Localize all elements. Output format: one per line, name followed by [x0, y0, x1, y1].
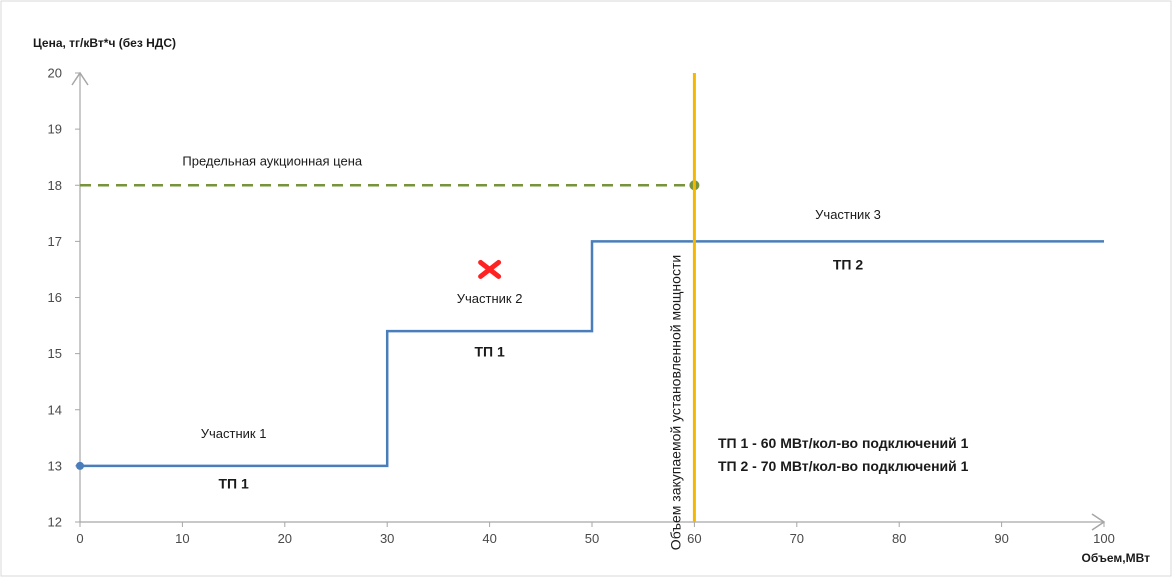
- y-tick-label: 20: [48, 66, 62, 81]
- volume-line-label: Объем закупаемой установленной мощности: [667, 255, 683, 550]
- x-tick-label: 100: [1093, 531, 1115, 546]
- price-cap: Предельная аукционная цена: [80, 153, 700, 191]
- price-cap-label: Предельная аукционная цена: [182, 153, 362, 168]
- series-layer: [76, 240, 1104, 470]
- y-tick-label: 19: [48, 122, 62, 137]
- tp-label-1: ТП 1: [218, 475, 249, 491]
- x-tick-label: 40: [482, 531, 496, 546]
- y-axis-title: Цена, тг/кВт*ч (без НДС): [33, 36, 176, 50]
- participant-label-3: Участник 3: [815, 207, 881, 222]
- y-tick-label: 13: [48, 458, 62, 473]
- participant-label-1: Участник 1: [201, 426, 267, 441]
- participant-label-2: Участник 2: [457, 291, 523, 306]
- y-tick-label: 15: [48, 346, 62, 361]
- y-tick-label: 16: [48, 290, 62, 305]
- tp-label-3: ТП 2: [833, 256, 864, 272]
- note-line-2: ТП 2 - 70 МВт/кол-во подключений 1: [718, 458, 969, 474]
- x-tick-label: 90: [994, 531, 1008, 546]
- note-line-1: ТП 1 - 60 МВт/кол-во подключений 1: [718, 435, 969, 451]
- x-tick-label: 0: [76, 531, 83, 546]
- y-tick-label: 17: [48, 234, 62, 249]
- x-tick-label: 60: [687, 531, 701, 546]
- x-tick-label: 70: [790, 531, 804, 546]
- segment-labels: Участник 1 ТП 1 Участник 2 ТП 1 Участник 3 ТП…: [201, 207, 881, 491]
- notes: ТП 1 - 60 МВт/кол-во подключений 1 ТП 2 -…: [718, 435, 969, 474]
- bid-step-line: [80, 240, 1104, 468]
- y-tick-label: 18: [48, 178, 62, 193]
- x-tick-label: 50: [585, 531, 599, 546]
- y-tick-label: 14: [48, 402, 62, 417]
- volume-line: Объем закупаемой установленной мощности: [667, 73, 696, 550]
- y-tick-label: 12: [48, 515, 62, 530]
- x-axis-title: Объем,МВт: [1082, 551, 1151, 565]
- x-tick-label: 20: [278, 531, 292, 546]
- excluded-bid-marker-stroke-b: [478, 259, 502, 279]
- axis-ticks: 12 13 14 15 16 17 18 19 20 0 10 20 30 40 50 60 70 80 90 100: [48, 66, 1115, 547]
- x-tick-label: 80: [892, 531, 906, 546]
- x-tick-label: 30: [380, 531, 394, 546]
- x-tick-label: 10: [175, 531, 189, 546]
- tp-label-2: ТП 1: [474, 343, 505, 359]
- series-start-point: [76, 461, 84, 470]
